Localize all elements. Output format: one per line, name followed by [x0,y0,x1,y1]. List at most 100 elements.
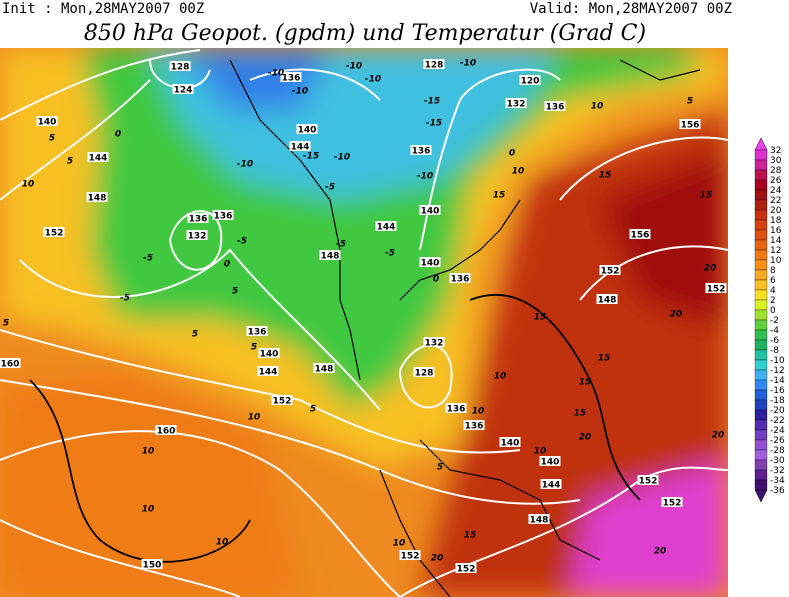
temperature-label: 20 [704,264,717,274]
temperature-label: 10 [142,447,155,457]
temperature-label: 5 [49,134,55,144]
geopotential-label: 128 [171,63,190,73]
geopotential-label: 156 [631,231,650,241]
geopotential-label: 160 [1,360,20,370]
colorbar-top-arrow [754,137,768,151]
geopotential-label: 160 [157,427,176,437]
label-box [186,230,208,240]
temperature-label: -10 [292,87,308,97]
colorbar-band [754,159,768,171]
temperature-label: -10 [346,62,362,72]
title: 850 hPa Geopot. (gpdm) und Temperatur (G… [84,21,646,46]
temperature-label: 15 [464,531,477,541]
colorbar-label: 26 [770,176,782,186]
temperature-label: -5 [120,294,130,304]
colorbar-band [754,309,768,321]
colorbar-label: -36 [770,486,785,496]
temperature-label: -5 [385,249,395,259]
temperature-label: -5 [325,183,335,193]
label-box [449,273,471,283]
colorbar-band [754,419,768,431]
temperature-label: 5 [232,287,238,297]
colorbar-band [754,199,768,211]
temperature-label: 10 [216,538,229,548]
colorbar-label: -30 [770,456,785,466]
geopotential-label: 136 [248,328,267,338]
temperature-label: 10 [494,372,507,382]
colorbar-band [754,339,768,351]
colorbar-band [754,229,768,241]
colorbar-band [754,269,768,281]
temperature-label: 0 [115,130,121,140]
temperature-label: 20 [431,554,444,564]
temperature-label: 15 [534,313,547,323]
geopotential-label: 150 [143,561,162,571]
temperature-label: -5 [143,254,153,264]
geopotential-label: 136 [214,212,233,222]
temperature-label: 10 [248,413,261,423]
temperature-label: 10 [22,180,35,190]
temperature-label: 0 [433,275,439,285]
temperature-label: -10 [460,59,476,69]
temperature-label: 10 [512,167,525,177]
colorbar-label: -14 [770,376,785,386]
temperature-label: -5 [336,240,346,250]
colorbar-band [754,329,768,341]
colorbar-band [754,279,768,291]
colorbar-band [754,389,768,401]
colorbar-label: -12 [770,366,785,376]
temperature-label: 20 [670,310,683,320]
temperature-label: 20 [579,433,592,443]
colorbar-band [754,169,768,181]
colorbar-band [754,319,768,331]
colorbar-label: 4 [770,286,776,296]
geopotential-label: 140 [421,259,440,269]
geopotential-label: 148 [598,296,617,306]
temperature-label: 5 [251,343,257,353]
geopotential-label: 136 [451,275,470,285]
colorbar-band [754,209,768,221]
temperature-label: 10 [393,539,406,549]
geopotential-label: 136 [282,74,301,84]
colorbar-band [754,299,768,311]
colorbar-band [754,219,768,231]
colorbar-label: 18 [770,216,782,226]
colorbar-label: -28 [770,446,785,456]
colorbar-label: 2 [770,296,776,306]
colorbar-band [754,289,768,301]
colorbar-band [754,479,768,491]
label-box [599,265,621,275]
temperature-label: 10 [591,102,604,112]
temperature-label: 15 [493,191,506,201]
colorbar-band [754,239,768,251]
temperature-label: 15 [599,171,612,181]
temperature-label: 0 [224,260,230,270]
label-box [0,358,21,368]
colorbar-band [754,359,768,371]
temperature-label: 15 [579,378,592,388]
geopotential-label: 140 [421,207,440,217]
colorbar-label: -32 [770,466,785,476]
label-box [528,514,550,524]
temperature-label: -10 [268,69,284,79]
label-box [375,221,397,231]
colorbar-band [754,399,768,411]
colorbar-band [754,189,768,201]
temperature-label: -5 [237,237,247,247]
temperature-label: -10 [334,153,350,163]
colorbar-band [754,409,768,421]
label-box [280,72,302,82]
colorbar-label: 30 [770,156,782,166]
geopotential-label: 148 [315,365,334,375]
label-box [212,210,234,220]
temperature-label: 5 [687,97,693,107]
colorbar: 32302826242220181614121086420-2-4-6-8-10… [754,137,785,503]
colorbar-label: -26 [770,436,785,446]
colorbar-band [754,449,768,461]
geopotential-label: 132 [507,100,526,110]
label-box [463,420,485,430]
label-box [43,227,65,237]
colorbar-label: -16 [770,386,785,396]
label-box [86,192,108,202]
